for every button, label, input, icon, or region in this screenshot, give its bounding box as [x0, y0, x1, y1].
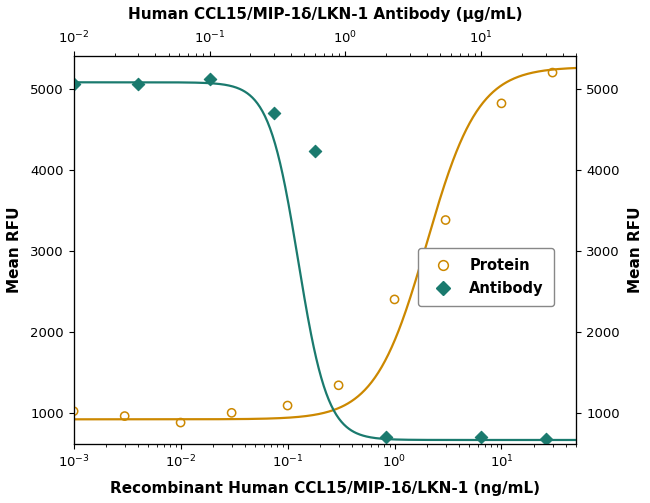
Point: [282, 401, 293, 409]
X-axis label: Recombinant Human CCL15/MIP-1δ/LKN-1 (ng/mL): Recombinant Human CCL15/MIP-1δ/LKN-1 (ng…: [110, 481, 540, 496]
Y-axis label: Mean RFU: Mean RFU: [628, 207, 643, 293]
Point: [269, 109, 280, 117]
Point: [381, 433, 391, 441]
Point: [133, 80, 144, 88]
Point: [333, 381, 344, 389]
Point: [310, 147, 320, 155]
Point: [204, 75, 214, 83]
Legend: Protein, Antibody: Protein, Antibody: [418, 248, 554, 306]
Point: [389, 295, 400, 303]
Point: [68, 407, 79, 415]
Point: [476, 433, 486, 441]
Point: [547, 68, 558, 76]
Point: [541, 435, 551, 443]
Point: [226, 409, 237, 417]
X-axis label: Human CCL15/MIP-1δ/LKN-1 Antibody (μg/mL): Human CCL15/MIP-1δ/LKN-1 Antibody (μg/mL…: [128, 7, 522, 22]
Point: [68, 80, 79, 88]
Y-axis label: Mean RFU: Mean RFU: [7, 207, 22, 293]
Point: [440, 216, 450, 224]
Point: [497, 99, 507, 107]
Point: [176, 418, 186, 427]
Point: [120, 412, 130, 420]
